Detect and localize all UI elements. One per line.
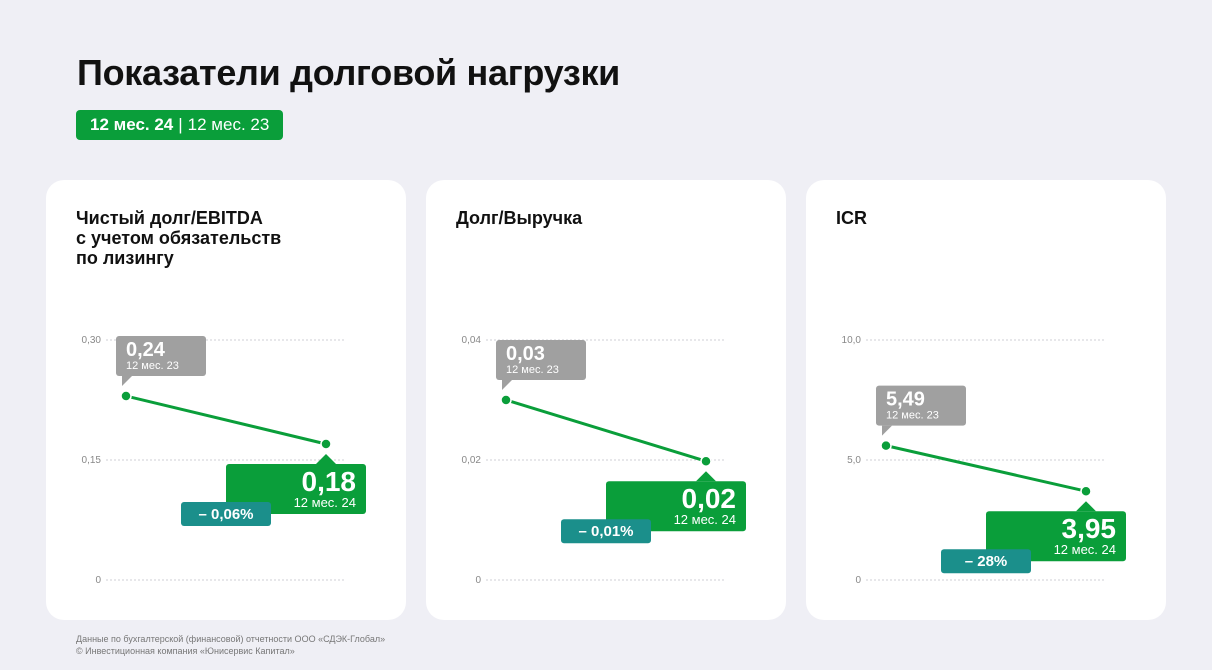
cur-value-pointer xyxy=(1076,501,1096,512)
change-badge xyxy=(561,519,651,544)
page-title: Показатели долговой нагрузки xyxy=(77,52,621,93)
cur-value-label: 0,18 xyxy=(302,466,357,497)
cur-value-box xyxy=(606,481,746,532)
y-tick-label: 0 xyxy=(475,575,481,586)
y-tick-label: 0,02 xyxy=(462,455,482,466)
period-previous: 12 мес. 23 xyxy=(187,115,270,134)
prev-value-box xyxy=(876,385,966,426)
prev-value-label: 5,49 xyxy=(886,389,925,411)
change-badge xyxy=(181,502,271,526)
series-line xyxy=(885,444,1087,493)
y-tick-label: 0,30 xyxy=(82,335,102,346)
prev-value-pointer xyxy=(882,425,892,436)
prev-period-label: 12 мес. 23 xyxy=(126,360,179,372)
chart-card-icr: ICR 10,0 5,0 0 5,49 12 мес. 23 3,95 12 мес. 24… xyxy=(806,180,1166,620)
chart-title: ICR xyxy=(836,208,867,228)
y-tick-label: 0,04 xyxy=(462,335,482,346)
prev-value-pointer xyxy=(122,376,132,386)
series-line xyxy=(505,398,707,463)
footer-copyright: © Инвестиционная компания «Юнисервис Кап… xyxy=(76,646,295,656)
change-label: – 0,06% xyxy=(198,506,253,523)
data-point xyxy=(120,390,132,402)
footer-note: Данные по бухгалтерской (финансовой) отч… xyxy=(76,633,385,657)
period-badge: 12 мес. 24 | 12 мес. 23 xyxy=(76,110,284,140)
data-point xyxy=(1080,485,1092,497)
cur-value-box xyxy=(986,511,1126,562)
y-tick-label: 0,15 xyxy=(82,455,102,466)
period-current: 12 мес. 24 xyxy=(90,115,174,134)
prev-period-label: 12 мес. 23 xyxy=(506,364,559,376)
chart-card-net-debt-ebitda: Чистый долг/EBITDA с учетом обязательств… xyxy=(46,180,406,620)
change-label: – 28% xyxy=(965,553,1008,570)
prev-value-label: 0,24 xyxy=(126,339,166,361)
cur-period-label: 12 мес. 24 xyxy=(1054,542,1116,557)
cur-value-label: 0,02 xyxy=(682,483,737,514)
data-point xyxy=(320,438,332,450)
prev-value-label: 0,03 xyxy=(506,343,545,365)
prev-period-label: 12 мес. 23 xyxy=(886,410,939,422)
y-tick-label: 0 xyxy=(95,575,101,586)
cur-period-label: 12 мес. 24 xyxy=(674,512,736,527)
cur-period-label: 12 мес. 24 xyxy=(294,495,356,510)
prev-value-box xyxy=(116,336,206,376)
period-separator: | xyxy=(178,115,183,134)
footer-source: Данные по бухгалтерской (финансовой) отч… xyxy=(76,634,386,644)
data-point xyxy=(880,439,892,452)
change-label: – 0,01% xyxy=(578,523,633,540)
prev-value-box xyxy=(496,340,586,380)
cur-value-pointer xyxy=(316,454,336,464)
series-line xyxy=(125,394,327,446)
y-tick-label: 0 xyxy=(855,575,861,586)
cur-value-box xyxy=(226,464,366,514)
data-point xyxy=(500,394,512,406)
chart-title: Чистый долг/EBITDA с учетом обязательств… xyxy=(76,208,282,268)
chart-card-debt-revenue: Долг/Выручка 0,04 0,02 0 0,03 12 мес. 23 0,02… xyxy=(426,180,786,620)
cur-value-label: 3,95 xyxy=(1062,513,1117,544)
y-tick-label: 5,0 xyxy=(847,455,861,466)
cur-value-pointer xyxy=(696,471,716,482)
data-point xyxy=(700,455,712,467)
y-tick-label: 10,0 xyxy=(842,335,862,346)
prev-value-pointer xyxy=(502,380,512,390)
chart-title: Долг/Выручка xyxy=(456,208,583,228)
change-badge xyxy=(941,549,1031,574)
